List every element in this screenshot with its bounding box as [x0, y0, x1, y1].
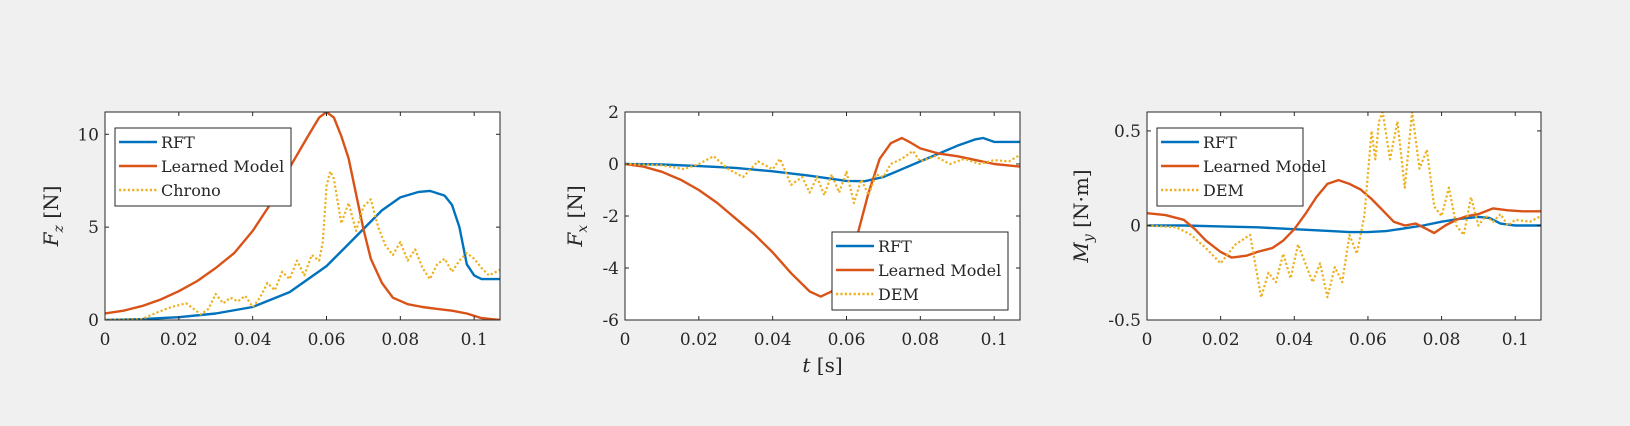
y-axis-label: Fz [N]: [39, 186, 67, 248]
y-tick-label: 0.5: [1114, 122, 1141, 142]
x-tick-label: 0.04: [754, 330, 792, 350]
x-tick-label: 0.1: [981, 330, 1008, 350]
chart-panel-3: 0 0.02 0.04 0.06 0.08 0.1-0.500.5My [N·m]RFTL…: [1069, 111, 1542, 350]
axes-box: [1146, 111, 1542, 321]
x-tick-label: 0: [620, 330, 631, 350]
series-line-learned-model: [105, 112, 500, 320]
x-tick-label: 0.04: [1275, 330, 1313, 350]
series-line-learned-model: [1147, 178, 1541, 259]
series-line-dem: [1147, 112, 1541, 299]
legend-label: Learned Model: [1203, 157, 1326, 176]
y-tick-label: 5: [88, 218, 99, 238]
legend-label: DEM: [878, 285, 919, 304]
y-axis-label: Fx [N]: [563, 185, 591, 247]
x-tick-label: 0.1: [1502, 330, 1529, 350]
y-tick-label: -6: [602, 311, 619, 331]
legend: RFT Learned Model DEM: [831, 231, 1009, 311]
series-line-rft: [1147, 215, 1541, 234]
y-tick-label: 0: [88, 311, 99, 331]
x-axis-label: t [s]: [802, 353, 842, 377]
legend-label: RFT: [878, 237, 912, 256]
legend-label: RFT: [1203, 133, 1237, 152]
series-line-rft: [105, 189, 500, 320]
x-tick-label: 0.04: [234, 330, 272, 350]
y-tick-label: -2: [602, 207, 619, 227]
legend-label: Learned Model: [878, 261, 1001, 280]
x-tick-label: 0.06: [308, 330, 346, 350]
y-tick-label: 0: [608, 155, 619, 175]
y-tick-label: -0.5: [1108, 311, 1141, 331]
legend-label: RFT: [161, 133, 195, 152]
y-axis-label: My [N·m]: [1069, 169, 1097, 263]
x-tick-label: 0: [1142, 330, 1153, 350]
y-tick-label: -4: [602, 259, 619, 279]
y-tick-label: 0: [1130, 216, 1141, 236]
chart-panel-1: 0 0.02 0.04 0.06 0.08 0.1 0 5 10 Fz [N] RFT Learned…: [39, 111, 501, 350]
series-line-chrono: [105, 170, 500, 320]
series-line-dem: [625, 149, 1020, 205]
x-tick-label: 0.08: [901, 330, 939, 350]
axes-box: [104, 111, 501, 321]
y-tick-label: 2: [608, 103, 619, 123]
x-tick-label: 0.1: [461, 330, 488, 350]
x-tick-label: 0.02: [1202, 330, 1240, 350]
x-tick-label: 0.06: [828, 330, 866, 350]
legend-label: Chrono: [161, 181, 221, 200]
x-tick-label: 0.08: [381, 330, 419, 350]
x-tick-label: 0: [100, 330, 111, 350]
x-tick-label: 0.02: [680, 330, 718, 350]
x-tick-label: 0.02: [160, 330, 198, 350]
legend-label: Learned Model: [161, 157, 284, 176]
legend: RFT Learned Model Chrono: [114, 127, 292, 207]
x-tick-label: 0.06: [1349, 330, 1387, 350]
legend-label: DEM: [1203, 181, 1244, 200]
legend: RFT Learned Model DEM: [1156, 127, 1326, 207]
x-tick-label: 0.08: [1423, 330, 1461, 350]
chart-panel-2: 0 0.02 0.04 0.06 0.08 0.1 -6 -4 -2 0 2 Fx [N] t [s] R…: [563, 103, 1021, 377]
y-tick-label: 10: [77, 125, 99, 145]
